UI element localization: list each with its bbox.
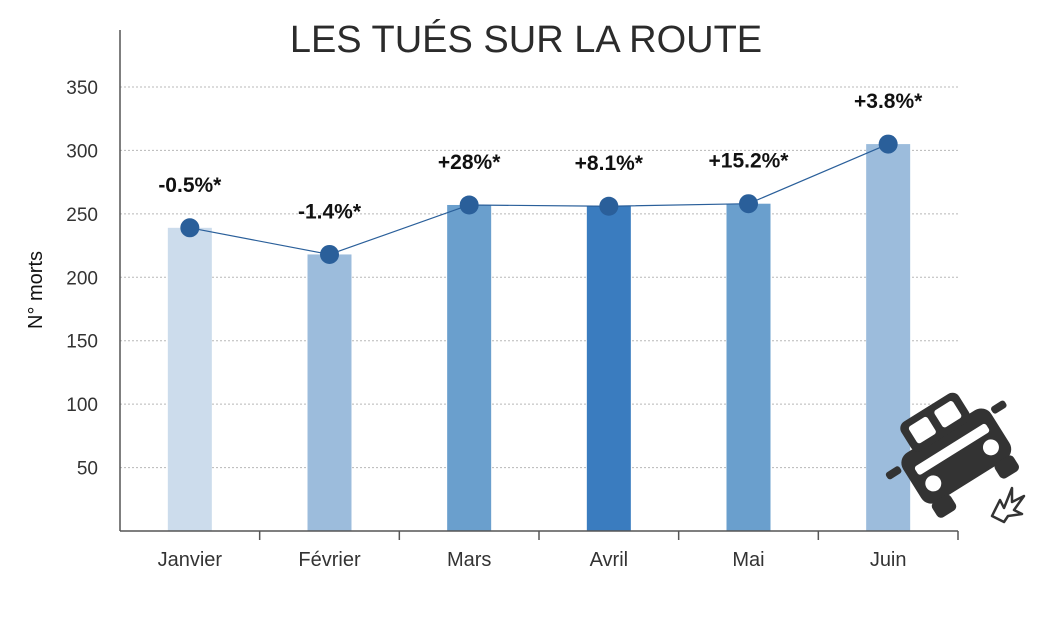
axes-layer: 50 100 150 200 250 300 350 Janvier Février Mars Av…: [66, 30, 959, 571]
grid-layer: [120, 86, 958, 469]
line-point: [599, 196, 619, 216]
line-point: [739, 194, 758, 214]
line-point: [320, 244, 339, 264]
y-tick-label: 250: [66, 205, 98, 226]
y-tick-label: 50: [77, 459, 98, 480]
data-label: +28%*: [438, 151, 501, 174]
line-layer: [180, 134, 898, 264]
data-label: +8.1%*: [575, 152, 644, 175]
y-tick-label: 200: [66, 268, 98, 289]
series-line: [189, 143, 889, 256]
x-tick-label: Juin: [870, 549, 907, 571]
data-label: +15.2%*: [709, 150, 790, 173]
line-point: [180, 218, 200, 238]
x-tick-label: Février: [298, 549, 361, 571]
y-tick-label: 300: [66, 141, 98, 162]
x-tick-label: Avril: [590, 549, 629, 571]
line-point: [459, 195, 479, 215]
bar-avril: [586, 206, 631, 531]
crash-spark-icon: [990, 486, 1026, 524]
chart-title: LES TUÉS SUR LA ROUTE: [290, 18, 762, 61]
bars-layer: [167, 144, 911, 532]
x-tick-label: Mai: [732, 549, 764, 571]
data-label: +3.8%*: [854, 90, 923, 113]
overturned-car-icon: [885, 392, 1019, 518]
data-label: -0.5%*: [158, 174, 222, 197]
y-tick-label: 150: [66, 332, 98, 353]
labels-layer: -0.5%* -1.4%* +28%* +8.1%* +15.2%* +3.8%*: [158, 90, 923, 223]
bar-mai: [726, 203, 771, 532]
y-tick-label: 100: [66, 395, 98, 416]
x-tick-label: Mars: [447, 549, 491, 571]
y-tick-label: 350: [66, 78, 98, 99]
bar-janvier: [167, 227, 212, 531]
data-label: -1.4%*: [298, 200, 362, 223]
bar-mars: [447, 204, 492, 531]
bar-février: [307, 254, 352, 532]
x-tick-label: Janvier: [158, 549, 223, 571]
line-point: [878, 134, 898, 154]
y-axis-label: N° morts: [25, 251, 47, 329]
